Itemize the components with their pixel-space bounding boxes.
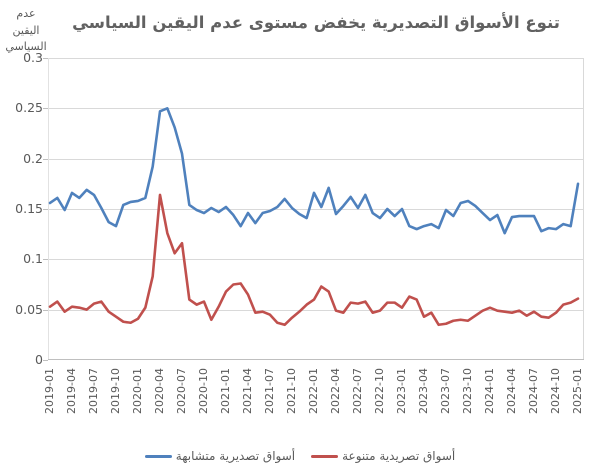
y-axis-tick-label: 0	[35, 352, 43, 367]
series-line-similar-markets	[48, 107, 580, 235]
x-axis-tick-label: 2021-04	[241, 368, 254, 414]
x-axis-tick-label: 2020-07	[175, 368, 188, 414]
y-axis-title-line1: عدم اليقين	[12, 7, 40, 37]
y-axis-tick-label: 0.05	[15, 301, 43, 317]
legend-swatch-red	[311, 454, 339, 458]
x-axis-tick-label: 2021-07	[263, 368, 276, 414]
chart-title: تنوع الأسواق التصديرية يخفض مستوى عدم ال…	[72, 13, 560, 32]
legend: أسواق تصريدية متنوعة أسواق تصديرية متشابه…	[0, 449, 600, 463]
x-axis-tick-label: 2019-01	[43, 368, 56, 414]
legend-item-similar-markets: أسواق تصديرية متشابهة	[144, 449, 296, 463]
x-axis-tick-label: 2019-07	[87, 368, 100, 414]
x-axis-tick-label: 2021-10	[285, 368, 298, 414]
legend-label: أسواق تصديرية متشابهة	[175, 449, 296, 463]
y-axis-title-line2: السياسي	[5, 40, 47, 53]
x-axis-tick-label: 2023-07	[439, 368, 452, 414]
x-axis-tick-label: 2022-10	[373, 368, 386, 414]
y-axis-tick-label: 0.15	[15, 201, 43, 216]
x-axis-tick-label: 2024-04	[505, 368, 518, 414]
y-axis-tick-label: 0.2	[23, 150, 43, 166]
y-axis-title: عدم اليقين السياسي	[2, 6, 50, 56]
x-axis-tick-label: 2020-01	[131, 368, 144, 414]
x-axis-tick-label: 2022-01	[307, 368, 320, 414]
y-axis-tick-label: 0.1	[23, 251, 43, 267]
x-axis-tick-label: 2024-07	[527, 368, 540, 414]
x-axis-tick-label: 2024-01	[483, 368, 496, 414]
x-axis-tick-label: 2024-10	[549, 368, 562, 414]
plot-area	[43, 58, 584, 361]
series-line-diverse-markets	[48, 193, 580, 327]
y-axis-tick-label: 0.25	[15, 100, 43, 116]
x-axis-tick-label: 2021-01	[219, 368, 232, 414]
x-axis-tick-label: 2022-04	[329, 368, 342, 414]
y-axis-tick-label: 0.3	[23, 50, 43, 65]
legend-item-diverse-markets: أسواق تصريدية متنوعة	[311, 449, 455, 463]
x-axis-tick-label: 2023-01	[395, 368, 408, 414]
x-axis-tick-label: 2025-01	[571, 368, 584, 414]
x-axis-tick-label: 2020-04	[153, 368, 166, 414]
x-axis-tick-label: 2019-10	[109, 368, 122, 414]
legend-swatch-blue	[144, 454, 172, 458]
x-axis-tick-label: 2023-10	[461, 368, 474, 414]
x-axis-tick-label: 2023-04	[417, 368, 430, 414]
legend-label: أسواق تصريدية متنوعة	[342, 449, 456, 463]
x-axis-tick-label: 2022-07	[351, 368, 364, 414]
x-axis-tick-label: 2020-10	[197, 368, 210, 414]
x-axis-tick-label: 2019-04	[65, 368, 78, 414]
